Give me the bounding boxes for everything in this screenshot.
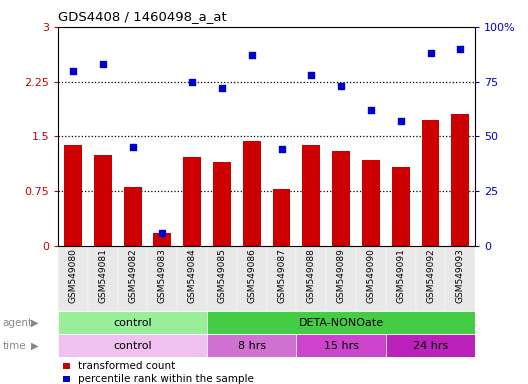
- Bar: [183, 157, 201, 246]
- Bar: [207, 246, 237, 311]
- Text: ▶: ▶: [31, 341, 38, 351]
- Bar: [296, 246, 326, 311]
- Bar: [421, 120, 439, 246]
- Bar: [58, 334, 207, 357]
- Bar: [303, 145, 320, 246]
- Point: [456, 46, 465, 52]
- Bar: [296, 334, 386, 357]
- Point: [248, 52, 256, 58]
- Point: [397, 118, 405, 124]
- Bar: [386, 246, 416, 311]
- Bar: [416, 246, 446, 311]
- Bar: [267, 246, 296, 311]
- Bar: [362, 160, 380, 246]
- Bar: [392, 167, 410, 246]
- Text: 8 hrs: 8 hrs: [238, 341, 266, 351]
- Text: transformed count: transformed count: [78, 361, 175, 371]
- Text: 15 hrs: 15 hrs: [324, 341, 359, 351]
- Text: agent: agent: [3, 318, 33, 328]
- Bar: [58, 311, 207, 334]
- Point: [99, 61, 107, 67]
- Bar: [124, 187, 142, 246]
- Bar: [177, 246, 207, 311]
- Point: [426, 50, 435, 56]
- Bar: [213, 162, 231, 246]
- Text: DETA-NONOate: DETA-NONOate: [298, 318, 384, 328]
- Bar: [272, 189, 290, 246]
- Point: [307, 72, 316, 78]
- Bar: [88, 246, 118, 311]
- Text: ▶: ▶: [31, 318, 38, 328]
- Point: [188, 79, 196, 85]
- Point: [277, 146, 286, 152]
- Bar: [332, 151, 350, 246]
- Bar: [451, 114, 469, 246]
- Bar: [356, 246, 386, 311]
- Point: [158, 230, 167, 236]
- Text: percentile rank within the sample: percentile rank within the sample: [78, 374, 253, 384]
- Bar: [94, 155, 112, 246]
- Bar: [58, 246, 88, 311]
- Text: time: time: [3, 341, 26, 351]
- Bar: [243, 141, 261, 246]
- Bar: [147, 246, 177, 311]
- Point: [218, 85, 226, 91]
- Bar: [237, 246, 267, 311]
- Point: [128, 144, 137, 150]
- Point: [69, 68, 77, 74]
- Bar: [64, 145, 82, 246]
- Bar: [207, 311, 475, 334]
- Text: GDS4408 / 1460498_a_at: GDS4408 / 1460498_a_at: [58, 10, 227, 23]
- Point: [337, 83, 345, 89]
- Text: control: control: [113, 341, 152, 351]
- Bar: [326, 246, 356, 311]
- Point: [366, 107, 375, 113]
- Bar: [154, 233, 171, 246]
- Bar: [446, 246, 475, 311]
- Bar: [207, 334, 296, 357]
- Bar: [386, 334, 475, 357]
- Text: 24 hrs: 24 hrs: [413, 341, 448, 351]
- Bar: [118, 246, 147, 311]
- Text: control: control: [113, 318, 152, 328]
